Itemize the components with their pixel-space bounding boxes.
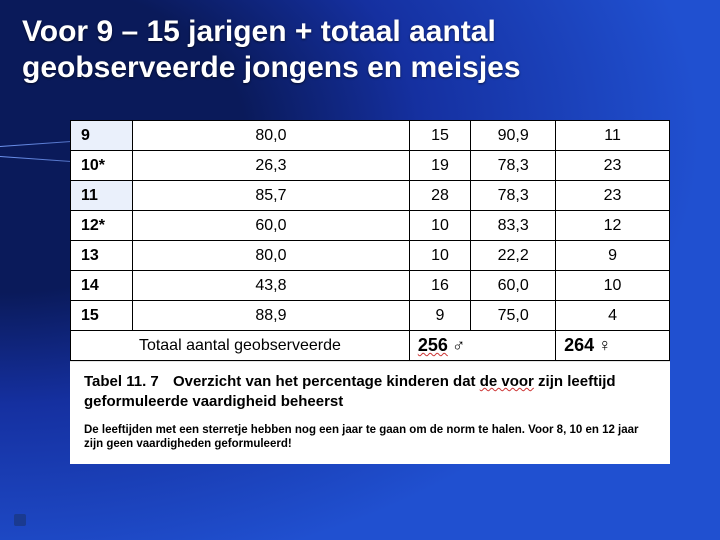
table-row: 1185,72878,323 (71, 181, 670, 211)
total-boys: 256♂ (409, 331, 555, 361)
cell-girls-n: 9 (556, 241, 670, 271)
cell-boys-n: 10 (409, 241, 470, 271)
table-row: 1588,9975,04 (71, 301, 670, 331)
cell-age: 15 (71, 301, 133, 331)
total-girls: 264♀ (556, 331, 670, 361)
cell-age: 11 (71, 181, 133, 211)
cell-boys-n: 19 (409, 151, 470, 181)
table-row: 1380,01022,29 (71, 241, 670, 271)
cell-age: 12* (71, 211, 133, 241)
cell-girls-pct: 78,3 (471, 181, 556, 211)
cell-girls-n: 10 (556, 271, 670, 301)
cell-boys-pct: 26,3 (133, 151, 410, 181)
cell-boys-pct: 80,0 (133, 241, 410, 271)
cell-girls-n: 12 (556, 211, 670, 241)
cell-girls-pct: 83,3 (471, 211, 556, 241)
cell-age: 14 (71, 271, 133, 301)
corner-marker (14, 514, 26, 526)
cell-boys-pct: 88,9 (133, 301, 410, 331)
cell-girls-n: 4 (556, 301, 670, 331)
caption-text-wavy: de voor (480, 373, 534, 390)
cell-girls-pct: 22,2 (471, 241, 556, 271)
cell-boys-pct: 60,0 (133, 211, 410, 241)
table-row: 12*60,01083,312 (71, 211, 670, 241)
cell-girls-pct: 90,9 (471, 121, 556, 151)
cell-boys-n: 16 (409, 271, 470, 301)
table-row: 980,01590,911 (71, 121, 670, 151)
content-panel: 980,01590,91110*26,31978,3231185,72878,3… (70, 120, 670, 464)
cell-boys-n: 15 (409, 121, 470, 151)
cell-boys-n: 9 (409, 301, 470, 331)
cell-boys-pct: 43,8 (133, 271, 410, 301)
total-label: Totaal aantal geobserveerde (71, 331, 410, 361)
slide-title: Voor 9 – 15 jarigen + totaal aantal geob… (22, 14, 698, 86)
cell-girls-pct: 60,0 (471, 271, 556, 301)
female-icon: ♀ (598, 335, 612, 355)
caption-text-end: beheerst (281, 393, 344, 410)
table-row: 1443,81660,010 (71, 271, 670, 301)
caption-title: Tabel 11. 7 Overzicht van het percentage… (84, 372, 656, 413)
cell-boys-pct: 85,7 (133, 181, 410, 211)
table-row: 10*26,31978,323 (71, 151, 670, 181)
caption-block: Tabel 11. 7 Overzicht van het percentage… (70, 361, 670, 464)
cell-girls-n: 23 (556, 181, 670, 211)
cell-girls-n: 11 (556, 121, 670, 151)
data-table: 980,01590,91110*26,31978,3231185,72878,3… (70, 120, 670, 361)
cell-boys-pct: 80,0 (133, 121, 410, 151)
cell-girls-pct: 75,0 (471, 301, 556, 331)
caption-table-number: Tabel 11. 7 (84, 372, 159, 392)
cell-age: 13 (71, 241, 133, 271)
caption-text-prefix: Overzicht van het percentage kinderen da… (173, 373, 480, 390)
caption-note: De leeftijden met een sterretje hebben n… (84, 423, 656, 453)
cell-boys-n: 28 (409, 181, 470, 211)
cell-boys-n: 10 (409, 211, 470, 241)
cell-girls-n: 23 (556, 151, 670, 181)
cell-age: 9 (71, 121, 133, 151)
cell-girls-pct: 78,3 (471, 151, 556, 181)
male-icon: ♂ (452, 335, 466, 355)
cell-age: 10* (71, 151, 133, 181)
total-row: Totaal aantal geobserveerde256♂264♀ (71, 331, 670, 361)
